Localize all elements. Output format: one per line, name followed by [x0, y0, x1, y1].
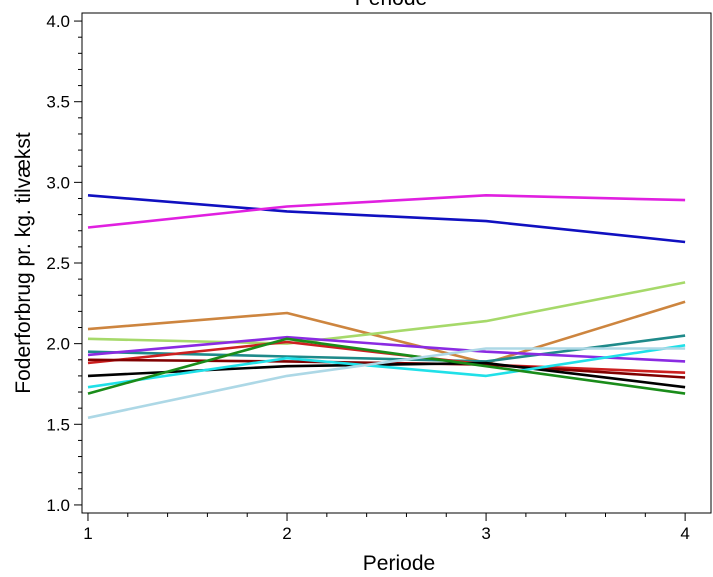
x-tick-label: 4 — [680, 524, 689, 543]
series-4 — [87, 281, 686, 345]
x-tick-label: 1 — [83, 524, 92, 543]
series-3 — [87, 300, 686, 365]
x-tick-label: 2 — [282, 524, 291, 543]
y-tick-label: 4.0 — [46, 12, 70, 31]
y-tick-label: 3.5 — [46, 93, 70, 112]
x-axis-title: Periode — [363, 552, 435, 575]
series-2 — [87, 194, 686, 229]
series-line — [87, 281, 686, 345]
series-10 — [87, 344, 686, 389]
series-line — [87, 335, 686, 363]
y-tick-label: 2.5 — [46, 254, 70, 273]
y-tick-label: 1.0 — [46, 496, 70, 515]
y-tick-label: 1.5 — [46, 415, 70, 434]
x-tick-label: 3 — [481, 524, 490, 543]
plot-frame — [81, 12, 712, 514]
y-tick-label: 3.0 — [46, 173, 70, 192]
chart-title: Periode — [355, 0, 427, 10]
x-axis: 1 2 3 4 — [83, 513, 690, 543]
series-line — [87, 300, 686, 365]
series-line — [87, 194, 686, 229]
y-tick-label: 2.0 — [46, 335, 70, 354]
series-line — [87, 344, 686, 389]
y-axis-title: Foderforbrug pr. kg. tilvækst — [12, 132, 35, 394]
series-line — [87, 347, 686, 420]
series-9 — [87, 361, 686, 389]
series-1 — [87, 194, 686, 244]
series-11 — [87, 337, 686, 395]
series-line — [87, 194, 686, 244]
series-layer — [87, 194, 686, 420]
y-axis: 1.0 1.5 2.0 2.5 3.0 3.5 4.0 — [46, 12, 82, 515]
series-line — [87, 337, 686, 395]
series-line — [87, 361, 686, 389]
series-12 — [87, 347, 686, 420]
series-6 — [87, 335, 686, 363]
